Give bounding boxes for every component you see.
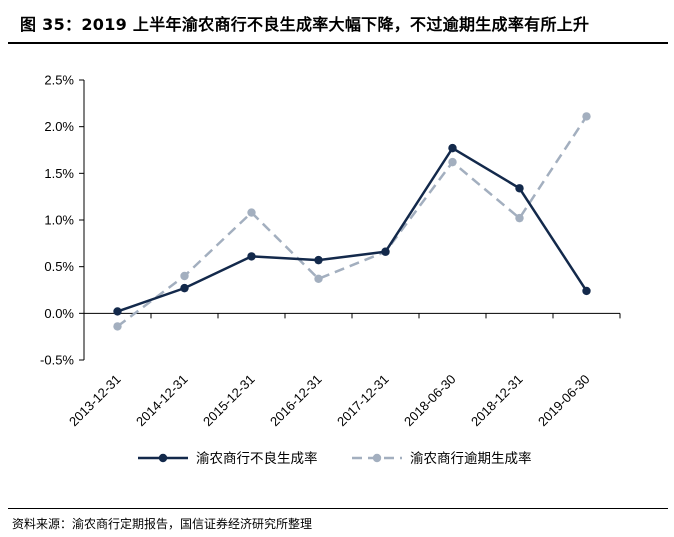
line-chart: -0.5%0.0%0.5%1.0%1.5%2.0%2.5%2013-12-31 2… xyxy=(40,73,621,466)
y-tick-label: 1.0% xyxy=(44,213,74,228)
npl-rate-point xyxy=(180,283,189,293)
npl-rate-point xyxy=(448,143,457,153)
source-bar: 资料来源：渝农商行定期报告，国信证券经济研究所整理 xyxy=(8,508,668,535)
overdue-rate-line xyxy=(116,115,588,328)
x-tick-label: 2015-12-31 xyxy=(200,372,258,430)
y-tick-label: 1.5% xyxy=(44,166,74,181)
x-tick-label: 2019-06-30 xyxy=(535,372,593,430)
x-tick-label: 2016-12-31 xyxy=(267,372,325,430)
overdue-rate-point xyxy=(515,213,524,223)
npl-rate-point xyxy=(582,286,591,296)
overdue-rate-point xyxy=(113,322,122,331)
overdue-rate-point xyxy=(582,112,591,121)
chart-area: -0.5% 0.0% 0.5% 1.0% 1.5% 2.0% 2.5% 2013-12-31 2… xyxy=(0,44,674,508)
legend-label: 渝农商行不良生成率 xyxy=(196,450,318,466)
overdue-rate-point xyxy=(180,271,189,281)
y-tick-label: 2.0% xyxy=(44,119,74,134)
legend-marker xyxy=(158,453,168,463)
npl-rate-point xyxy=(381,247,390,256)
x-tick-label: 2013-12-31 xyxy=(66,372,124,430)
source-note: 资料来源：渝农商行定期报告，国信证券经济研究所整理 xyxy=(12,517,313,531)
y-tick-label: 2.5% xyxy=(44,73,74,88)
y-tick-label: -0.5% xyxy=(40,353,74,368)
npl-rate-point xyxy=(113,307,122,316)
npl-rate-line xyxy=(117,146,588,313)
legend-label: 渝农商行逾期生成率 xyxy=(410,450,532,466)
npl-rate-point xyxy=(314,255,323,265)
title-bar: 图 35：2019 上半年渝农商行不良生成率大幅下降，不过逾期生成率有所上升 xyxy=(8,0,668,44)
npl-rate-point xyxy=(247,252,256,261)
x-tick-label: 2018-12-31 xyxy=(468,372,526,430)
y-tick-label: 0.0% xyxy=(44,306,74,321)
overdue-rate-point xyxy=(247,208,256,217)
y-tick-label: 0.5% xyxy=(44,259,74,274)
overdue-rate-point xyxy=(314,274,323,283)
x-tick-label: 2018-06-30 xyxy=(401,372,459,430)
overdue-rate-point xyxy=(448,157,457,167)
figure-title: 图 35：2019 上半年渝农商行不良生成率大幅下降，不过逾期生成率有所上升 xyxy=(20,15,590,34)
legend-marker xyxy=(372,453,382,463)
npl-rate-point xyxy=(515,184,524,193)
x-tick-label: 2017-12-31 xyxy=(334,372,392,430)
x-tick-label: 2014-12-31 xyxy=(133,372,191,430)
